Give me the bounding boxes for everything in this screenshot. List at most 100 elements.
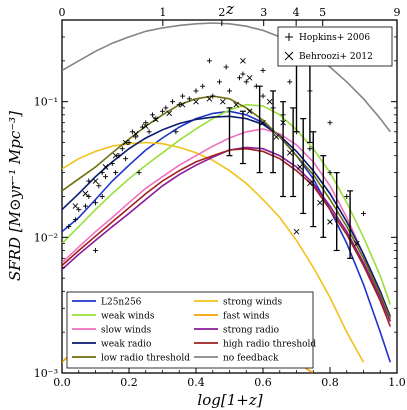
legend-observations: Hopkins+ 2006 Behroozi+ 2012 [277,26,393,67]
hopkins-point [243,79,249,85]
behroozi-point [327,219,333,225]
x-tick-label: 1.0 [388,376,406,389]
legend-observations-box [277,26,393,67]
hopkins-point [307,88,313,94]
series-line-strong-winds [62,141,365,363]
legend-label: high radio threshold [223,340,316,350]
error-bar [333,172,340,252]
behroozi-point [317,199,323,206]
legend-entry-weak-radio: weak radio [72,340,151,350]
behroozi-point [293,228,300,235]
behroozi-point [72,203,79,209]
hopkins-point [307,146,313,152]
error-bar [320,155,327,238]
hopkins-point [294,129,299,135]
hopkins-point [193,88,199,94]
behroozi-point [286,149,293,156]
behroozi-point [132,130,139,137]
series-line-low-radio-threshold [62,95,392,320]
top-tick-label: 4 [293,6,300,19]
hopkins-point [72,217,78,223]
legend-behroozi-marker [284,51,294,61]
legend-entry-slow-winds: slow winds [72,326,152,336]
behroozi-point [179,101,186,108]
behroozi-point [246,108,253,115]
hopkins-point [260,67,266,73]
legend-label: strong winds [223,298,283,308]
legend-behroozi-label: Behroozi+ 2012 [299,52,373,62]
hopkins-point [146,129,152,135]
error-bar [280,101,287,198]
legend-simulations-box [66,291,314,369]
hopkins-point [216,79,222,85]
y-tick-label: 10⁻³ [34,367,58,380]
hopkins-point [139,124,145,130]
behroozi-point [280,119,286,126]
error-bar [270,90,277,174]
hopkins-point [126,140,132,146]
hopkins-point [170,99,176,105]
top-axis-label: z [225,0,234,18]
error-bar [310,131,317,228]
hopkins-point [66,224,72,230]
behroozi-point [193,98,199,105]
behroozi-point [307,180,313,187]
legend-entry-low-radio-threshold: low radio threshold [72,354,190,364]
hopkins-point [210,93,216,99]
hopkins-point [280,112,286,118]
observations-layer [66,47,366,259]
hopkins-point [96,183,102,189]
hopkins-point [237,75,243,81]
error-bar [239,110,246,165]
hopkins-point [123,156,129,162]
x-tick-label: 0.0 [53,376,71,389]
error-bar [226,107,233,157]
legend-entry-strong-winds: strong winds [194,298,283,308]
error-bar [347,190,354,259]
hopkins-point [93,200,98,206]
hopkins-point [361,210,366,216]
behroozi-point [233,101,240,108]
tick-layer: 0.0 0.2 0.4 0.6 0.8 1.0 10⁻³ 10⁻² 10⁻¹ 0 1 2 3 4 5 9 [34,6,406,389]
behroozi-point [273,134,280,140]
hopkins-point [76,207,82,213]
behroozi-point [92,178,99,184]
behroozi-point [142,123,149,129]
legend-entry-strong-radio: strong radio [194,326,279,336]
x-tick-label: 0.4 [187,376,205,389]
top-tick-label: 2 [218,6,225,19]
hopkins-point [173,129,179,135]
hopkins-point [86,194,92,199]
hopkins-point [136,170,142,176]
behroozi-point [82,190,89,197]
legend-label: slow winds [101,326,152,336]
hopkins-point [206,58,212,64]
behroozi-point [240,58,246,64]
series-line-weak-winds [62,103,392,305]
legend-entry-high-radio-threshold: high radio threshold [194,340,316,350]
hopkins-point [200,83,206,89]
hopkins-point [153,116,159,122]
behroozi-point [122,139,129,146]
hopkins-point [240,71,246,77]
hopkins-point [82,203,88,209]
hopkins-point [270,105,276,111]
series-line-no-feedback [62,22,391,133]
hopkins-point [253,83,259,89]
hopkins-point [93,247,98,253]
behroozi-point [112,152,119,159]
legend-simulations: L25n256 strong winds weak winds fast winds s… [66,291,316,369]
legend-label: no feedback [223,354,279,364]
behroozi-point [152,116,159,123]
behroozi-point [166,110,173,117]
x-axis-label: log[1+z] [197,391,262,409]
legend-label: fast winds [223,312,270,322]
hopkins-point [86,178,92,184]
legend-hopkins-label: Hopkins+ 2006 [299,33,370,43]
hopkins-point [119,146,125,152]
hopkins-point [113,170,119,176]
behroozi-point [260,119,266,126]
error-bar [290,107,297,198]
legend-label: L25n256 [101,298,142,308]
